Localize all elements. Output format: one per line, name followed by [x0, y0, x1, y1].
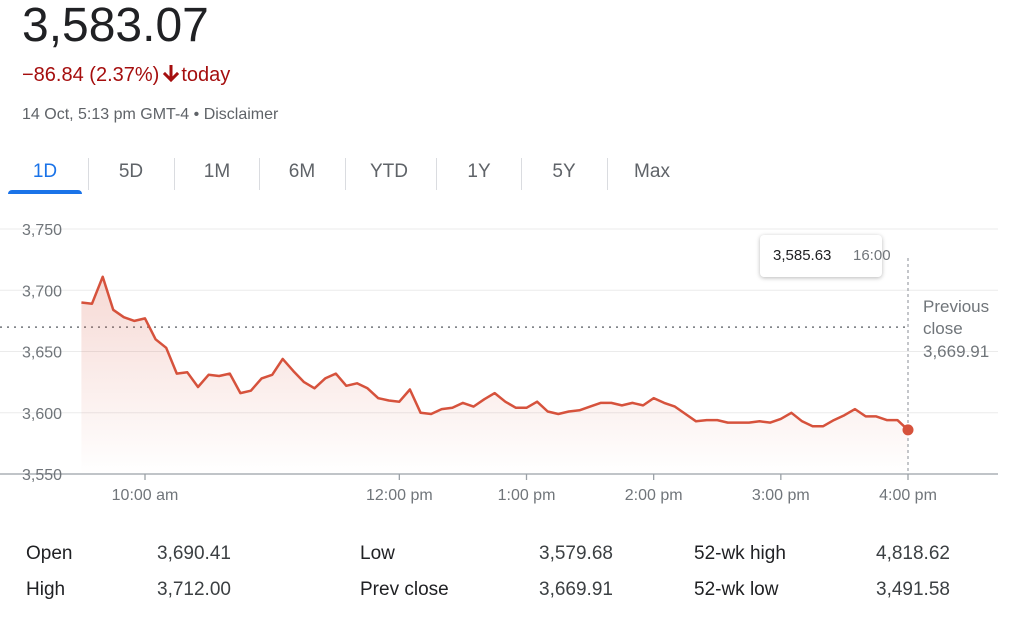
- y-tick-label: 3,750: [22, 222, 62, 239]
- disclaimer-link[interactable]: Disclaimer: [203, 106, 279, 123]
- stat-label-prev-close: Prev close: [360, 579, 449, 600]
- tab-max[interactable]: Max: [634, 161, 670, 182]
- stat-value-open: 3,690.41: [157, 543, 231, 564]
- stat-value-52wk-high: 4,818.62: [876, 543, 950, 564]
- stock-price: 3,583.07: [22, 0, 209, 52]
- stat-label-high: High: [26, 579, 66, 600]
- y-tick-label: 3,600: [22, 406, 62, 423]
- tab-1d[interactable]: 1D: [2, 152, 88, 194]
- arrow-down-icon: [163, 64, 180, 90]
- price-line: [81, 275, 909, 431]
- tooltip-value: 3,585.63: [773, 247, 832, 264]
- previous-close-label: close: [923, 319, 963, 338]
- x-axis: 10:00 am 12:00 pm 1:00 pm 2:00 pm 3:00 pm 4:0…: [112, 474, 937, 504]
- separator: •: [193, 106, 200, 123]
- y-tick-label: 3,550: [22, 467, 62, 484]
- last-price-point: [902, 424, 914, 436]
- tab-1m[interactable]: 1M: [203, 161, 231, 182]
- x-tick-label: 1:00 pm: [498, 487, 556, 504]
- tab-ytd[interactable]: YTD: [370, 161, 408, 182]
- price-change: −86.84 (2.37%) today: [22, 62, 230, 90]
- tab-5y[interactable]: 5Y: [552, 161, 576, 182]
- tab-divider: [521, 158, 522, 190]
- x-tick-label: 4:00 pm: [879, 487, 937, 504]
- change-value: −86.84 (2.37%): [22, 64, 160, 86]
- tooltip-time: 16:00: [853, 247, 891, 264]
- hover-tooltip: 3,585.63 16:00: [760, 235, 891, 277]
- tab-6m[interactable]: 6M: [288, 161, 316, 182]
- stats-table: Open 3,690.41 High 3,712.00 Low 3,579.68…: [0, 536, 1018, 616]
- x-tick-label: 3:00 pm: [752, 487, 810, 504]
- stat-label-52wk-high: 52-wk high: [694, 543, 786, 564]
- y-tick-label: 3,650: [22, 345, 62, 362]
- stat-value-high: 3,712.00: [157, 579, 231, 600]
- x-tick-label: 12:00 pm: [366, 487, 433, 504]
- tab-5d[interactable]: 5D: [118, 161, 144, 182]
- stat-value-prev-close: 3,669.91: [539, 579, 613, 600]
- stat-label-52wk-low: 52-wk low: [694, 579, 779, 600]
- tab-divider: [607, 158, 608, 190]
- tab-divider: [88, 158, 89, 190]
- x-tick-label: 2:00 pm: [625, 487, 683, 504]
- tab-divider: [345, 158, 346, 190]
- price-chart[interactable]: 3,750 3,700 3,650 3,600 3,550 10:00 am 12:00 …: [0, 210, 1018, 510]
- x-tick-label: 10:00 am: [112, 487, 179, 504]
- tab-divider: [174, 158, 175, 190]
- y-tick-label: 3,700: [22, 283, 62, 300]
- stat-value-52wk-low: 3,491.58: [876, 579, 950, 600]
- previous-close-value: 3,669.91: [923, 342, 989, 361]
- stat-value-low: 3,579.68: [539, 543, 613, 564]
- timestamp-line: 14 Oct, 5:13 pm GMT-4 • Disclaimer: [22, 105, 278, 125]
- y-axis: 3,750 3,700 3,650 3,600 3,550: [22, 222, 62, 484]
- previous-close-label: Previous: [923, 297, 989, 316]
- range-tabs: 1D 5D 1M 6M YTD 1Y 5Y Max: [0, 152, 700, 194]
- change-period: today: [181, 64, 231, 86]
- timestamp: 14 Oct, 5:13 pm GMT-4: [22, 106, 190, 123]
- tab-divider: [436, 158, 437, 190]
- tab-divider: [259, 158, 260, 190]
- tab-1y[interactable]: 1Y: [467, 161, 491, 182]
- price-area: [81, 276, 908, 474]
- stat-label-low: Low: [360, 543, 395, 564]
- stat-label-open: Open: [26, 543, 73, 564]
